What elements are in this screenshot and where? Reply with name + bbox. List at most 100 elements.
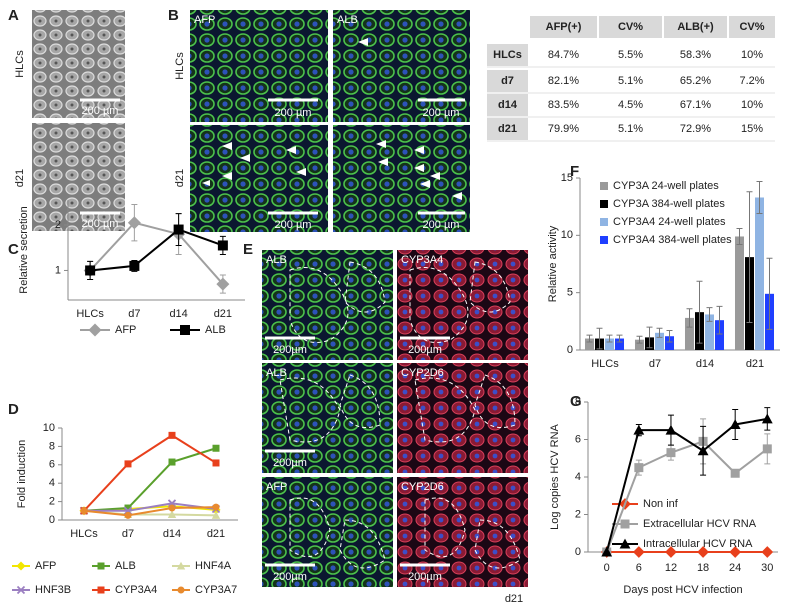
series-line [83,506,217,517]
legend-label: ALB [115,560,136,572]
series-line [90,228,224,272]
micrograph [262,477,393,587]
x-tick-label: d21 [214,308,232,320]
y-axis-label: Log copies HCV RNA [549,423,561,529]
channel-label: AFP [194,14,215,26]
row-header: HLCs [493,49,522,61]
legend-label: AFP [35,560,56,572]
x-tick-label: d14 [696,358,714,370]
header-text: ALB(+) [677,21,714,33]
cell-text: 5.5% [618,49,643,61]
legend-label: Non inf [643,498,679,510]
y-tick-label: 4 [575,471,581,483]
x-axis-label: Days post HCV infection [623,584,742,596]
error-bar [696,280,703,344]
error-bar [686,308,693,328]
y-tick-label: 2 [49,496,55,508]
point [212,459,220,467]
cell-text: 58.3% [680,49,711,61]
bar [585,338,594,350]
row-header: d14 [498,99,518,111]
cell-text: 82.1% [548,75,579,87]
header-text: AFP(+) [546,21,582,33]
point [168,431,176,439]
x-tick-label: 30 [761,562,773,574]
bar [605,338,614,350]
legend-label: CYP3A 24-well plates [613,180,719,192]
panel-letter: F [570,163,579,180]
error-bar [656,327,663,338]
legend-swatch [600,236,608,244]
point [761,546,774,558]
channel-label: CYP3A4 [401,254,443,266]
scale-label: 200 µm [423,219,460,231]
header-cell [664,16,727,38]
legend-marker [16,585,26,595]
y-tick-label: 4 [49,477,55,489]
bar [635,339,644,350]
y-tick-label: 15 [561,172,573,184]
series-line [84,502,217,512]
x-tick-label: 0 [604,562,610,574]
error-bar [736,227,743,246]
condition-label: d21 [505,593,523,605]
row-header-cell [487,94,528,116]
cell-text: 65.2% [680,75,711,87]
scale-label: 200µm [273,344,307,356]
cell-text: 83.5% [548,99,579,111]
x-tick-label: 24 [729,562,741,574]
point [124,504,132,512]
row-header-cell [487,44,528,66]
header-text: CV% [618,21,643,33]
legend-marker [97,586,105,594]
legend-label: CYP3A4 24-well plates [613,216,726,228]
header-text: CV% [739,21,764,33]
point [730,468,740,478]
error-bar [756,180,763,215]
y-axis-label: Fold induction [16,440,28,509]
channel-label: ALB [266,254,287,266]
micrograph [262,250,393,360]
legend-swatch [600,218,608,226]
error-bar [766,257,773,330]
cell-text: 5.1% [618,75,643,87]
row-label: HLCs [174,52,186,80]
error-bar [586,334,593,343]
y-tick-label: 0 [49,514,55,526]
panel-letter: A [8,7,19,24]
series-line [83,447,217,512]
point [212,503,220,511]
micrograph [397,363,528,473]
point [697,546,709,558]
point [127,216,141,230]
outline [279,261,521,569]
y-tick-label: 0 [567,344,573,356]
y-tick-label: 6 [575,433,581,445]
point [633,424,645,435]
point [124,511,132,519]
y-tick-label: 6 [49,459,55,471]
bar [685,317,694,350]
panel-letter: D [8,401,19,418]
cell-text: 4.5% [618,99,643,111]
legend-label: HNF3B [35,584,71,596]
scale-label: 200 µm [275,107,312,119]
error-bar [716,305,723,335]
point [173,224,184,235]
panel-letter: B [168,7,179,24]
channel-label: AFP [266,481,287,493]
series-line [605,440,768,553]
point [729,546,742,558]
cell-text: 10% [741,49,763,61]
legend-marker [176,561,186,570]
header-cell [729,16,775,38]
point [632,546,645,558]
scale-label: 200 µm [423,107,460,119]
legend-marker [619,538,631,549]
point [666,448,676,458]
point [168,458,176,466]
bar [755,197,764,350]
scale-label: 200 µm [82,105,119,117]
legend-marker [180,325,190,335]
legend-swatch [600,200,608,208]
